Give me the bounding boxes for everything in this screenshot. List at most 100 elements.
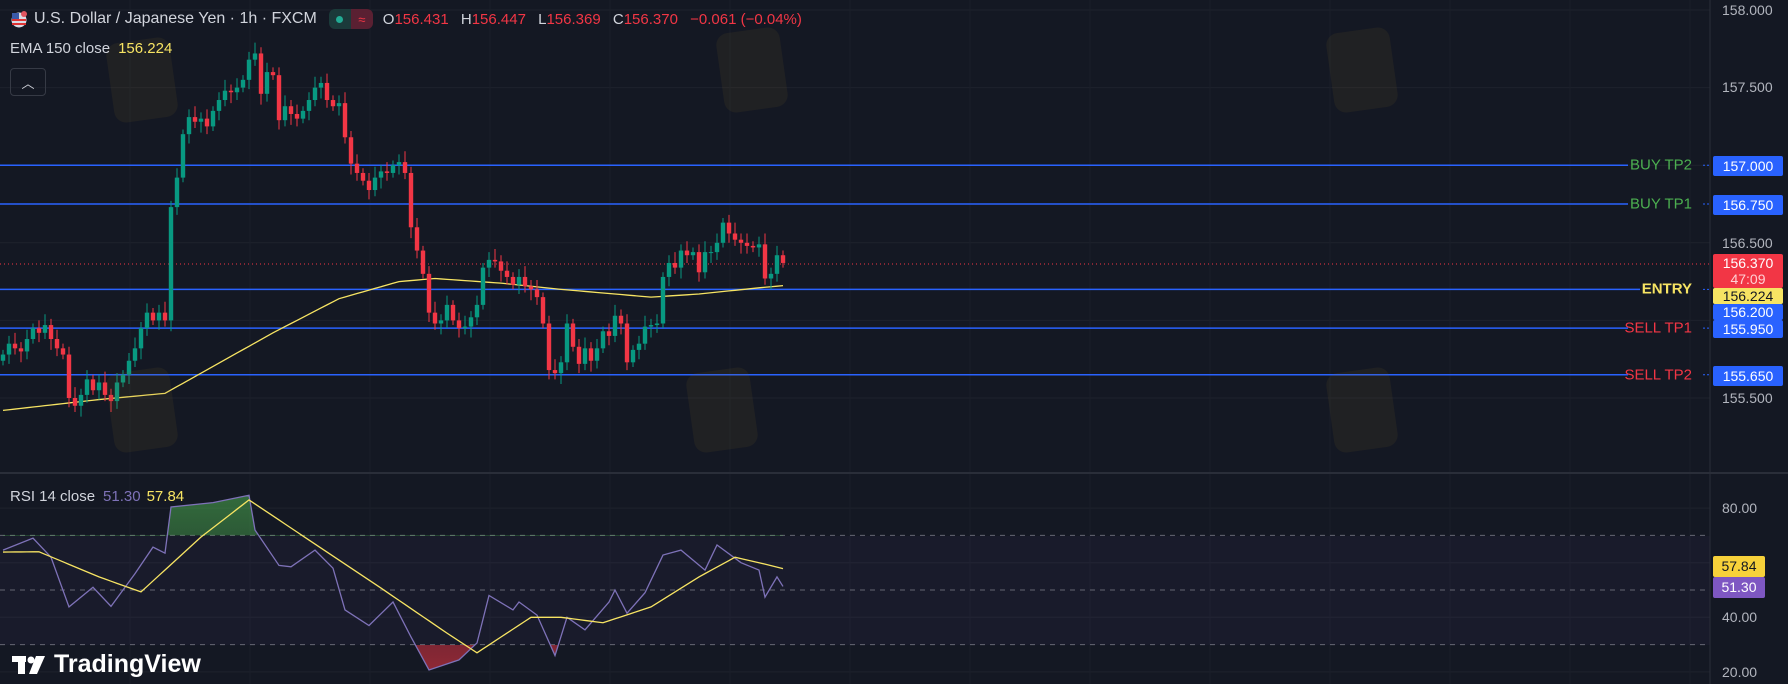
- candle-body: [306, 100, 312, 111]
- level-label: SELL TP1: [1624, 319, 1692, 337]
- candle: [150, 307, 156, 326]
- candle-body: [480, 267, 486, 305]
- candle: [42, 314, 48, 340]
- candle: [414, 217, 420, 259]
- candle-body: [672, 262, 678, 268]
- candle: [96, 374, 102, 400]
- candle: [582, 337, 588, 371]
- candle-body: [426, 273, 432, 313]
- watermark-logo: [684, 365, 760, 455]
- level-label: SELL TP2: [1624, 366, 1692, 384]
- candle-body: [780, 255, 786, 263]
- candle-body: [96, 382, 102, 391]
- last-price-value: 156.370: [1722, 255, 1774, 271]
- market-open-status-icon[interactable]: [328, 9, 351, 29]
- candle: [450, 300, 456, 326]
- candle-body: [378, 171, 384, 178]
- candle-body: [654, 323, 660, 326]
- candle-body: [390, 165, 396, 173]
- candle-body: [486, 259, 492, 268]
- ema-legend[interactable]: EMA 150 close 156.224: [10, 40, 172, 57]
- candle: [216, 92, 222, 121]
- candle: [426, 266, 432, 322]
- candle: [552, 359, 558, 380]
- ema-legend-label: EMA 150 close: [10, 40, 111, 57]
- candle-body: [168, 207, 174, 321]
- price-tick: 157.500: [1722, 79, 1773, 95]
- rsi-legend[interactable]: RSI 14 close 51.30 57.84: [10, 488, 184, 505]
- candle-body: [90, 379, 96, 391]
- rsi-ma-line: [2, 499, 784, 654]
- candle-body: [570, 323, 576, 347]
- candle: [48, 318, 54, 350]
- candle-body: [690, 252, 696, 256]
- candle-body: [6, 343, 12, 355]
- candle: [774, 245, 780, 282]
- candle-body: [294, 113, 300, 119]
- candle-body: [312, 87, 318, 101]
- candle-body: [600, 331, 606, 349]
- tradingview-logo[interactable]: TradingView: [12, 650, 201, 679]
- candle-body: [330, 100, 336, 107]
- candle-body: [678, 250, 684, 268]
- candle-body: [432, 312, 438, 324]
- candle: [768, 267, 774, 290]
- candle-body: [246, 59, 252, 80]
- candle-body: [156, 312, 162, 321]
- tradingview-logo-icon: [12, 655, 45, 674]
- candle-body: [768, 273, 774, 279]
- candle: [498, 255, 504, 282]
- candle: [708, 245, 714, 263]
- candle: [780, 250, 786, 268]
- candle-body: [186, 117, 192, 135]
- entry-price-label: 156.200: [1713, 304, 1783, 320]
- data-delay-icon[interactable]: ≈: [350, 9, 373, 29]
- candle-body: [630, 349, 636, 363]
- candle: [516, 269, 522, 295]
- candle: [732, 222, 738, 246]
- candle: [84, 370, 90, 403]
- candle-body: [720, 222, 726, 243]
- candle: [534, 280, 540, 305]
- symbol-title[interactable]: U.S. Dollar / Japanese Yen · 1h · FXCM: [34, 10, 317, 27]
- candle-body: [660, 276, 666, 324]
- candle-body: [456, 320, 462, 329]
- ema-legend-value: 156.224: [118, 40, 173, 57]
- candle: [138, 321, 144, 360]
- candle: [360, 168, 366, 186]
- candle: [246, 51, 252, 90]
- candle: [546, 315, 552, 380]
- candle: [12, 332, 18, 355]
- candle-body: [138, 328, 144, 349]
- candle-body: [774, 255, 780, 274]
- level-lines: [0, 164, 1711, 376]
- candle-body: [354, 163, 360, 173]
- candle: [36, 320, 42, 343]
- candle-body: [192, 117, 198, 122]
- watermark-logo: [104, 365, 180, 455]
- candle: [126, 352, 132, 385]
- level-label: ENTRY: [1641, 280, 1692, 298]
- candle-body: [360, 172, 366, 181]
- rsi-tick: 80.00: [1722, 500, 1758, 516]
- candle-body: [162, 312, 168, 321]
- candle: [636, 335, 642, 360]
- candle-body: [144, 312, 150, 329]
- ema-price-label: 156.224: [1713, 288, 1783, 304]
- candle: [252, 42, 258, 66]
- candle-body: [522, 276, 528, 287]
- candle-body: [288, 106, 294, 114]
- candle: [432, 301, 438, 330]
- candle-body: [18, 348, 24, 352]
- candle-body: [198, 118, 204, 122]
- collapse-legend-button[interactable]: ︿: [10, 68, 46, 96]
- candle-body: [438, 320, 444, 324]
- last-price-label: 156.370 47:09: [1713, 254, 1783, 288]
- candle-body: [714, 242, 720, 253]
- candle: [702, 241, 708, 279]
- open-key: O: [382, 10, 395, 28]
- candle-body: [318, 82, 324, 88]
- candle-body: [366, 180, 372, 191]
- candle-body: [264, 72, 270, 94]
